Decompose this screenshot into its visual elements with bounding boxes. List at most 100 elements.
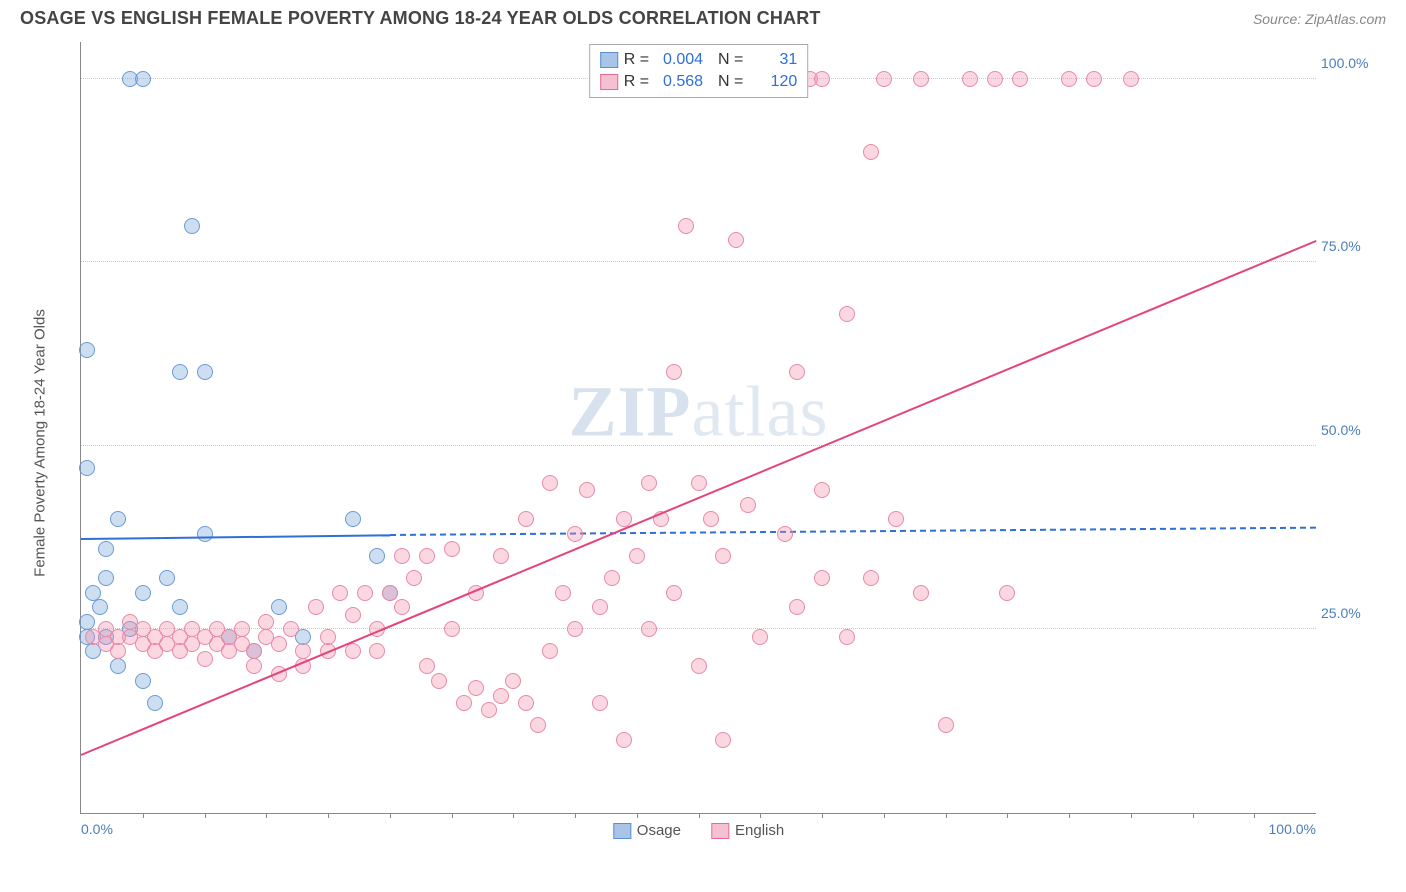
data-point	[197, 526, 213, 542]
data-point	[863, 144, 879, 160]
data-point	[616, 732, 632, 748]
data-point	[394, 599, 410, 615]
data-point	[715, 732, 731, 748]
data-point	[79, 460, 95, 476]
data-point	[913, 71, 929, 87]
data-point	[234, 621, 250, 637]
data-point	[444, 621, 460, 637]
data-point	[320, 629, 336, 645]
x-minor-tick	[205, 813, 206, 818]
data-point	[987, 71, 1003, 87]
x-minor-tick	[390, 813, 391, 818]
data-point	[369, 548, 385, 564]
data-point	[135, 585, 151, 601]
data-point	[394, 548, 410, 564]
gridline	[81, 261, 1316, 262]
x-minor-tick	[1069, 813, 1070, 818]
data-point	[999, 585, 1015, 601]
trend-line-dashed	[390, 527, 1316, 536]
data-point	[555, 585, 571, 601]
data-point	[592, 599, 608, 615]
data-point	[258, 614, 274, 630]
legend-r-value: 0.004	[655, 51, 703, 69]
legend-n-label: N =	[709, 51, 743, 69]
data-point	[715, 548, 731, 564]
data-point	[295, 643, 311, 659]
data-point	[159, 570, 175, 586]
data-point	[691, 658, 707, 674]
data-point	[345, 643, 361, 659]
data-point	[752, 629, 768, 645]
data-point	[92, 599, 108, 615]
data-point	[468, 680, 484, 696]
data-point	[110, 643, 126, 659]
data-point	[691, 475, 707, 491]
x-minor-tick	[637, 813, 638, 818]
x-minor-tick	[513, 813, 514, 818]
data-point	[283, 621, 299, 637]
data-point	[431, 673, 447, 689]
x-minor-tick	[822, 813, 823, 818]
legend-stats: R =0.004 N =31R =0.568 N =120	[589, 44, 809, 98]
data-point	[678, 218, 694, 234]
data-point	[863, 570, 879, 586]
legend-label: English	[735, 822, 784, 839]
data-point	[839, 306, 855, 322]
x-minor-tick	[1254, 813, 1255, 818]
legend-item: Osage	[613, 822, 681, 839]
data-point	[79, 614, 95, 630]
data-point	[1086, 71, 1102, 87]
data-point	[1012, 71, 1028, 87]
y-tick-label: 25.0%	[1321, 605, 1376, 621]
data-point	[271, 599, 287, 615]
y-axis-label: Female Poverty Among 18-24 Year Olds	[32, 309, 49, 577]
data-point	[246, 658, 262, 674]
data-point	[110, 511, 126, 527]
data-point	[876, 71, 892, 87]
data-point	[740, 497, 756, 513]
legend-item: English	[711, 822, 784, 839]
data-point	[703, 511, 719, 527]
data-point	[406, 570, 422, 586]
data-point	[629, 548, 645, 564]
chart-header: OSAGE VS ENGLISH FEMALE POVERTY AMONG 18…	[0, 0, 1406, 33]
legend-stats-row: R =0.568 N =120	[600, 71, 798, 93]
data-point	[135, 673, 151, 689]
x-minor-tick	[452, 813, 453, 818]
data-point	[666, 585, 682, 601]
legend-r-value: 0.568	[655, 73, 703, 91]
data-point	[814, 570, 830, 586]
legend-n-label: N =	[709, 73, 743, 91]
x-minor-tick	[1007, 813, 1008, 818]
data-point	[579, 482, 595, 498]
x-tick-label: 100.0%	[1269, 821, 1316, 837]
legend-swatch	[711, 823, 729, 839]
y-tick-label: 75.0%	[1321, 238, 1376, 254]
data-point	[147, 695, 163, 711]
data-point	[542, 475, 558, 491]
chart-container: Female Poverty Among 18-24 Year Olds ZIP…	[50, 42, 1386, 844]
data-point	[271, 636, 287, 652]
data-point	[419, 548, 435, 564]
trend-line	[81, 240, 1317, 756]
x-minor-tick	[760, 813, 761, 818]
x-tick-label: 0.0%	[81, 821, 113, 837]
y-tick-label: 50.0%	[1321, 422, 1376, 438]
data-point	[777, 526, 793, 542]
data-point	[567, 621, 583, 637]
data-point	[110, 658, 126, 674]
data-point	[567, 526, 583, 542]
data-point	[518, 511, 534, 527]
data-point	[493, 688, 509, 704]
data-point	[382, 585, 398, 601]
data-point	[666, 364, 682, 380]
data-point	[332, 585, 348, 601]
data-point	[345, 511, 361, 527]
data-point	[345, 607, 361, 623]
legend-n-value: 31	[749, 51, 797, 69]
data-point	[839, 629, 855, 645]
data-point	[604, 570, 620, 586]
data-point	[913, 585, 929, 601]
data-point	[493, 548, 509, 564]
legend-series: Osage English	[613, 822, 784, 839]
